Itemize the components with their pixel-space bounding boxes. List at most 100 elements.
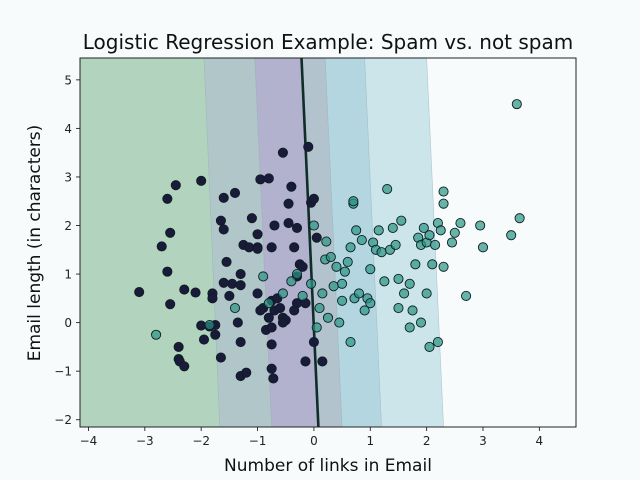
data-point	[255, 174, 266, 185]
y-tick-label: 2	[64, 219, 72, 233]
data-point	[266, 363, 277, 374]
data-point	[424, 341, 435, 352]
data-point	[291, 222, 303, 233]
probability-band	[204, 58, 272, 427]
data-point	[179, 284, 190, 295]
data-point	[404, 278, 415, 289]
data-point	[342, 256, 353, 267]
data-point	[308, 220, 319, 231]
data-point	[410, 259, 421, 270]
data-point	[322, 312, 334, 323]
data-point	[511, 99, 522, 110]
data-point	[255, 305, 266, 316]
data-point	[277, 147, 288, 158]
y-tick-label: 5	[64, 73, 72, 87]
x-tick-label: 2	[423, 434, 431, 448]
data-point	[266, 339, 277, 350]
data-point	[266, 322, 277, 333]
data-point	[435, 225, 446, 236]
data-point	[311, 322, 322, 333]
chart-title: Logistic Regression Example: Spam vs. no…	[83, 30, 574, 54]
data-point	[134, 286, 145, 298]
x-tick-label: −4	[80, 434, 98, 448]
data-point	[334, 317, 345, 328]
data-point	[438, 261, 449, 272]
x-tick-label: −1	[249, 434, 267, 448]
data-point	[311, 232, 322, 243]
probability-band	[325, 58, 382, 427]
data-point	[173, 341, 184, 352]
data-point	[418, 222, 429, 233]
data-point	[263, 298, 274, 309]
data-point	[300, 356, 311, 367]
data-point	[156, 241, 167, 252]
data-point	[218, 224, 229, 235]
data-point	[475, 220, 486, 231]
y-axis-label: Email length (in characters)	[25, 125, 45, 362]
data-point	[235, 269, 246, 280]
data-point	[432, 336, 443, 348]
data-point	[291, 269, 303, 280]
data-point	[210, 329, 221, 340]
data-point	[218, 192, 229, 203]
data-point	[289, 305, 300, 316]
data-point	[359, 305, 370, 316]
data-point	[246, 213, 257, 224]
data-point	[190, 287, 201, 298]
data-point	[204, 319, 215, 331]
probability-band	[254, 58, 319, 427]
data-point	[286, 181, 297, 192]
probability-band	[426, 58, 576, 427]
data-point	[224, 290, 235, 301]
data-point	[325, 252, 336, 263]
data-point	[331, 261, 342, 272]
data-point	[337, 278, 348, 289]
data-point	[345, 242, 356, 253]
data-point	[198, 334, 210, 345]
data-point	[430, 239, 441, 250]
data-point	[221, 256, 232, 267]
data-point	[321, 236, 332, 247]
data-point	[162, 266, 173, 277]
data-point	[165, 227, 176, 238]
data-point	[196, 320, 207, 331]
y-tick-label: 4	[64, 122, 72, 136]
data-point	[275, 302, 286, 314]
y-tick-label: 0	[64, 316, 72, 330]
data-point	[297, 261, 308, 272]
data-point	[399, 288, 410, 299]
decision-boundary-line	[300, 58, 320, 427]
data-point	[365, 264, 376, 275]
data-point	[477, 242, 489, 253]
data-point	[263, 173, 274, 184]
data-point	[317, 356, 328, 367]
data-point	[455, 218, 466, 229]
data-point	[514, 213, 525, 224]
x-tick-label: 1	[366, 434, 374, 448]
data-point	[427, 259, 438, 270]
data-point	[446, 237, 458, 248]
data-point	[179, 361, 190, 372]
data-point	[449, 227, 460, 238]
data-point	[207, 293, 218, 304]
data-point	[308, 336, 319, 348]
data-point	[356, 235, 367, 246]
plot-frame	[79, 57, 577, 428]
probability-band	[364, 58, 444, 427]
data-point	[235, 336, 246, 348]
data-point	[345, 336, 356, 348]
data-point	[308, 193, 319, 204]
data-point	[376, 247, 387, 258]
data-point	[162, 193, 173, 204]
data-point	[438, 198, 449, 209]
data-point	[241, 367, 252, 378]
data-point	[283, 198, 294, 209]
data-point	[393, 273, 404, 284]
data-point	[286, 276, 297, 287]
data-point	[328, 281, 339, 292]
data-point	[365, 298, 376, 309]
data-point	[461, 290, 472, 301]
data-point	[404, 322, 415, 333]
data-point	[337, 295, 348, 306]
